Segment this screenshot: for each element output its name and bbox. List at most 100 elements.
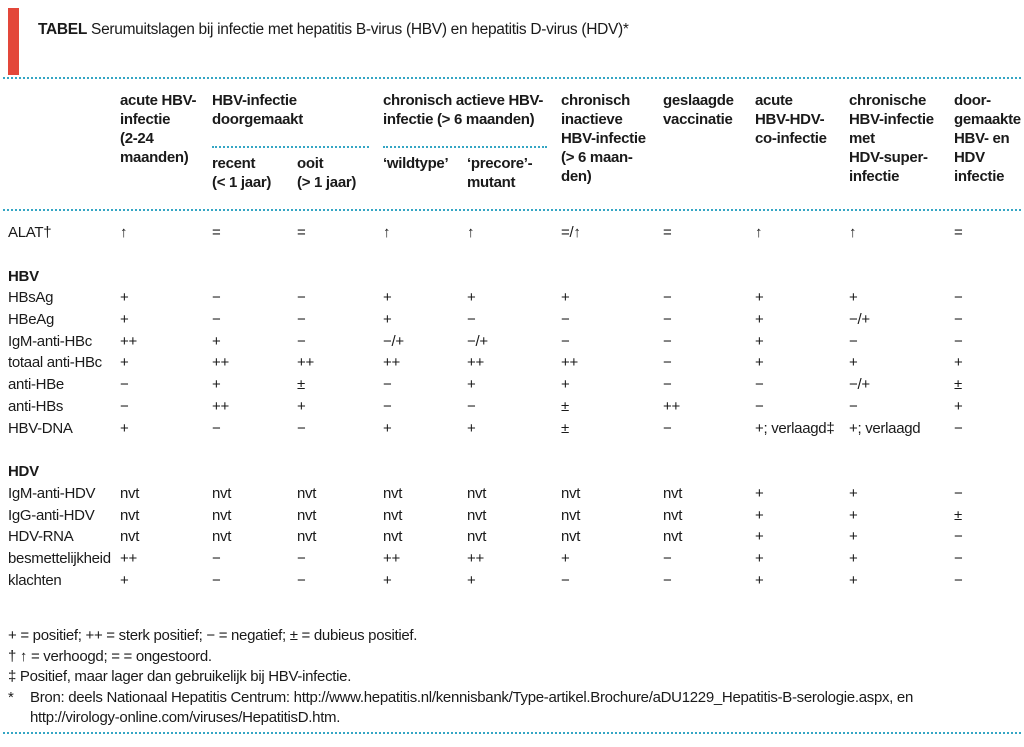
table-cell: + [120,311,129,329]
table-cell: ± [954,376,962,394]
table-cell: − [212,549,221,567]
table-cell: − [120,397,129,415]
table-cell: − [663,289,672,307]
table-cell: + [849,289,858,307]
column-header-empty [8,91,120,192]
row-label: HDV-RNA [8,528,74,546]
table-cell: ++ [467,354,484,372]
table-cell: − [663,311,672,329]
table-cell: = [297,224,306,241]
footnotes: + = positief; ++ = sterk positief; − = n… [8,626,1008,729]
footnote-text: Bron: deels Nationaal Hepatitis Centrum:… [30,688,914,727]
row-label: IgM-anti-HBc [8,332,92,350]
table-cell: + [383,289,392,307]
table-cell: − [561,571,570,589]
table-cell: − [383,376,392,394]
row-label: HBeAg [8,311,55,329]
column-group-hbv-infectie-doorgemaakt: HBV-infectie doorgemaakt recent (< 1 jaa… [212,91,383,192]
table-cell: + [561,549,570,567]
table-row: HDV-RNA nvt nvt nvt nvt nvt nvt nvt + + − [8,526,1016,548]
footnote: † ↑ = verhoogd; = = ongestoord. [8,647,1008,668]
column-header-acute-hbv-hdv-co-infectie: acute HBV-HDV- co-infectie [755,92,827,147]
table-cell: − [663,376,672,394]
table-cell: nvt [561,506,581,524]
table-cell: nvt [467,506,487,524]
table-cell: − [212,571,221,589]
table-cell: ± [297,376,305,394]
table-cell: −/+ [849,311,870,329]
table-cell: + [849,506,858,524]
table-cell: nvt [467,528,487,546]
table-title: TABEL Serumuitslagen bij infectie met he… [38,21,629,39]
table-cell: − [212,419,221,437]
table-cell: + [212,376,221,394]
table-cell: ++ [212,397,229,415]
table-cell: ↑ [120,224,128,241]
table-cell: − [663,419,672,437]
table-cell: nvt [663,528,683,546]
table-row: anti-HBs − ++ + − − ± ++ − − + [8,396,1016,418]
table-cell: + [297,397,306,415]
table-cell: + [755,528,764,546]
table-cell: nvt [383,528,403,546]
table-row: IgG-anti-HDV nvt nvt nvt nvt nvt nvt nvt + + ± [8,505,1016,527]
table-cell: ++ [297,354,314,372]
table-cell: + [755,332,764,350]
table-row: besmettelijkheid ++ − − ++ ++ + − + + − [8,548,1016,570]
table-cell: + [383,311,392,329]
table-cell: − [663,571,672,589]
table-cell: ↑ [755,224,763,241]
table-cell: nvt [383,484,403,502]
table-cell: = [954,224,963,241]
table-cell: − [297,332,306,350]
table-cell: − [663,354,672,372]
table-cell: nvt [383,506,403,524]
table-cell: +; verlaagd [849,419,921,437]
column-header-geslaagde-vaccinatie: geslaagde vaccinatie [663,92,734,128]
row-label: ALAT† [8,224,52,241]
table-cell: nvt [120,484,140,502]
table-cell: nvt [561,484,581,502]
row-label: IgG-anti-HDV [8,506,95,524]
table-cell: ++ [561,354,578,372]
column-group-chronisch-actieve-hbv-infectie: chronisch actieve HBV- infectie (> 6 maa… [383,91,561,192]
column-header-wildtype: ‘wildtype’ [383,155,449,172]
table-cell: − [849,397,858,415]
table-cell: + [467,419,476,437]
table-cell: − [954,289,963,307]
table-row: IgM-anti-HDV nvt nvt nvt nvt nvt nvt nvt + + − [8,483,1016,505]
table-cell: + [755,289,764,307]
footnote: + = positief; ++ = sterk positief; − = n… [8,626,1008,647]
table-cell: − [297,419,306,437]
top-dotted-rule [3,77,1021,79]
table-cell: − [383,397,392,415]
table-cell: −/+ [467,332,488,350]
row-label: HBV-DNA [8,419,73,437]
table-cell: = [663,224,672,241]
table-cell: − [954,528,963,546]
table-cell: ++ [663,397,680,415]
footnote-text: ‡ Positief, maar lager dan gebruikelijk … [8,668,352,685]
table-cell: + [755,484,764,502]
table-cell: − [297,311,306,329]
table-header-row: acute HBV- infectie (2-24 maanden) HBV-i… [8,91,1021,192]
table-cell: − [755,397,764,415]
table-title-text: Serumuitslagen bij infectie met hepatiti… [91,21,629,38]
table-cell: nvt [297,506,317,524]
table-cell: − [467,397,476,415]
column-group-title: HBV-infectie doorgemaakt [212,92,303,128]
table-cell: nvt [212,484,232,502]
table-cell: −/+ [383,332,404,350]
red-accent-bar [8,8,19,75]
column-header-recent: recent (< 1 jaar) [212,155,272,191]
table-cell: ↑ [467,224,475,241]
row-label: klachten [8,571,62,589]
table-row: totaal anti-HBc + ++ ++ ++ ++ ++ − + + + [8,352,1016,374]
table-cell: − [120,376,129,394]
table-cell: nvt [297,484,317,502]
table-cell: + [755,571,764,589]
table-cell: + [561,289,570,307]
table-cell: ± [954,506,962,524]
table-cell: + [954,354,963,372]
table-cell: − [297,549,306,567]
